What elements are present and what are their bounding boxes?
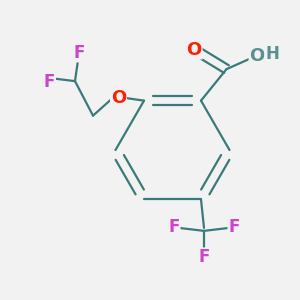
Text: F: F [198, 248, 210, 266]
Text: F: F [74, 44, 85, 62]
Text: H: H [265, 44, 279, 62]
Text: F: F [228, 218, 240, 236]
Text: F: F [44, 73, 55, 91]
Text: O: O [250, 46, 265, 64]
Text: F: F [168, 218, 180, 236]
Text: O: O [111, 88, 126, 106]
Text: O: O [187, 40, 202, 58]
